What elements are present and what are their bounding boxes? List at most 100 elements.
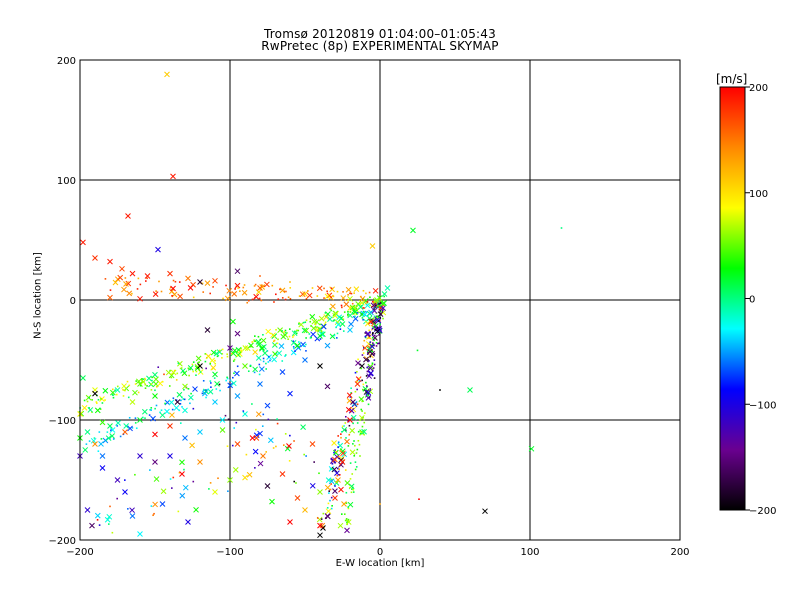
data-point-dot [373,359,376,361]
data-point-x [167,270,173,277]
data-point-dot [287,296,290,299]
data-point-dot [226,445,229,448]
plot-frame [79,59,681,541]
data-point-x [152,291,159,297]
data-point-x [137,417,143,423]
data-point-dot [183,468,185,471]
data-point-dot [365,302,367,304]
data-point-x [123,423,130,429]
data-point-x [159,501,166,507]
data-point-dot [192,296,195,299]
data-point-dot [372,342,374,344]
data-point-dot [347,518,350,521]
data-point-dot [376,329,378,331]
data-point-dot [124,277,127,279]
data-point-dot [359,303,361,305]
data-point-dot [122,395,125,397]
data-point-dot [326,507,329,509]
data-point-dot [383,295,386,298]
data-point-dot [148,414,151,416]
data-point-x [323,314,330,320]
data-point-x [182,435,188,441]
data-point-dot [281,297,284,299]
data-point-x [129,270,136,277]
data-point-x [213,350,220,357]
data-point-dot [362,383,365,386]
data-point-x [129,399,136,405]
data-point-dot [344,429,347,432]
data-point-dot [367,403,370,406]
data-point-dot [267,361,270,363]
data-point-dot [349,396,352,398]
data-point-dot [134,417,137,419]
data-point-dot [86,400,89,403]
data-point-dot [258,297,261,300]
data-point-dot [261,425,264,427]
data-point-dot [242,410,245,412]
data-point-dot [275,293,277,296]
data-point-dot [112,396,115,399]
data-point-dot [299,343,301,345]
data-point-dot [158,280,160,283]
data-point-x [317,333,323,339]
data-point-dot [329,307,331,310]
data-point-dot [369,355,372,358]
data-point-dot [273,339,276,342]
data-point-dot [378,303,380,305]
data-point-x [137,381,143,387]
data-point-x [367,348,373,355]
data-point-dot [341,306,343,309]
data-point-x [255,289,262,295]
data-point-dot [373,377,376,379]
data-point-dot [171,487,173,489]
data-point-dot [354,461,357,463]
data-point-dot [355,452,358,454]
data-point-x [368,309,374,316]
data-point-x [344,438,350,445]
data-point-dot [101,402,104,404]
data-point-dot [152,514,154,517]
data-point-x [193,506,199,513]
data-point-dot [226,377,229,380]
data-point-dot [188,374,190,377]
data-point-dot [267,355,270,358]
data-point-dot [288,328,291,330]
data-point-x [279,287,286,294]
data-point-dot [358,380,361,382]
data-point-dot [137,277,140,280]
data-point-x [352,309,358,315]
data-point-dot [364,335,367,338]
data-point-dot [156,385,158,388]
data-point-dot [302,321,305,324]
data-point-dot [104,278,107,280]
data-point-dot [362,352,365,354]
data-point-dot [340,513,343,515]
data-point-x [332,495,338,501]
data-point-dot [96,519,99,521]
data-point-dot [327,502,330,505]
data-point-x [316,285,323,292]
x-axis-ticks: −200 −100 0 100 200 [66,547,689,558]
data-point-dot [83,399,86,402]
data-point-dot [349,462,352,464]
data-point-dot [560,227,563,229]
data-point-dot [112,438,115,440]
data-point-x [182,407,188,414]
data-point-x [343,301,350,308]
data-point-dot [337,441,340,444]
data-point-dot [316,517,319,519]
data-point-dot [350,491,353,494]
data-point-x [369,243,376,249]
data-point-dot [348,424,351,427]
data-point-dot [373,315,376,318]
data-point-dot [205,367,207,370]
data-point-dot [199,371,202,373]
data-point-x [347,312,353,319]
data-point-x [226,287,233,294]
data-point-dot [204,360,207,363]
data-point-dot [169,478,172,480]
data-point-dot [343,425,345,427]
data-point-x [365,330,371,337]
data-point-dot [275,445,277,448]
plot-grid [80,60,680,540]
